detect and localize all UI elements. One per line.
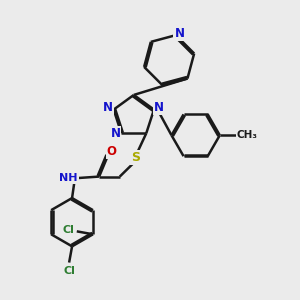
Text: O: O [106,145,116,158]
Text: NH: NH [59,173,78,183]
Text: S: S [131,151,140,164]
Text: CH₃: CH₃ [237,130,258,140]
Text: N: N [154,101,164,114]
Text: N: N [174,27,184,40]
Text: Cl: Cl [63,225,74,235]
Text: Cl: Cl [63,266,75,276]
Text: N: N [103,101,113,114]
Text: N: N [110,127,121,140]
